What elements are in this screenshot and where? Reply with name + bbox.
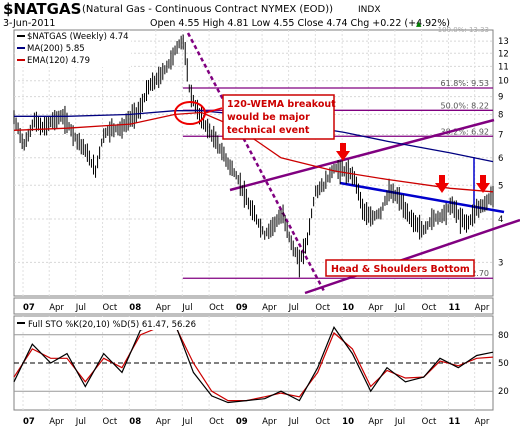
price-tick-label: 13 — [498, 37, 509, 47]
x-axis-main-band — [13, 297, 494, 315]
price-tick-label: 12 — [498, 49, 509, 59]
sto-panel-frame — [13, 315, 494, 411]
legend-ema-swatch — [17, 59, 25, 61]
x-tick-label-bottom: Apr — [368, 417, 383, 427]
arrow-down-icon-3 — [476, 175, 490, 193]
x-tick-label-bottom: Oct — [315, 417, 330, 427]
x-tick-label: 10 — [342, 303, 354, 313]
x-tick-label: 09 — [236, 303, 248, 313]
price-tick-label: 10 — [498, 77, 509, 87]
x-tick-label: Apr — [156, 303, 171, 313]
x-tick-label: Apr — [49, 303, 64, 313]
price-tick-label: 8 — [498, 110, 503, 120]
legend-ma-swatch — [17, 47, 25, 49]
hs-text: Head & Shoulders Bottom — [331, 264, 470, 275]
arrow-down-icon-2 — [435, 175, 449, 193]
breakout-text-3: technical event — [227, 125, 310, 136]
x-tick-label-bottom: 09 — [236, 417, 248, 427]
fib-label: 61.8%: 9.53 — [441, 79, 489, 88]
x-tick-label: Jul — [75, 303, 86, 313]
x-axis-main: 07 Apr Jul Oct 08 Apr Jul Oct 09 Apr Jul Oct 10 Apr Ju… — [23, 303, 490, 313]
price-tick-label: 4 — [498, 215, 503, 225]
sto-k-line — [13, 322, 494, 404]
ohlc-readout: Open 4.55 High 4.81 Low 4.55 Close 4.74 … — [150, 18, 450, 29]
price-tick-label: 5 — [498, 181, 503, 191]
sto-label-bg — [15, 317, 201, 330]
price-tick-label: 11 — [498, 62, 509, 72]
fib-top-label: 100.0%: 13.33 — [438, 26, 489, 34]
x-tick-label: 08 — [129, 303, 141, 313]
exchange-label: INDX — [358, 5, 380, 15]
chart-date: 3-Jun-2011 — [3, 18, 55, 29]
sto-tick-label: 50 — [498, 359, 509, 369]
legend-ma-label: MA(200) 5.85 — [27, 44, 85, 54]
x-tick-label: Oct — [103, 303, 118, 313]
legend-price-swatch — [17, 35, 25, 37]
upper-channel-line — [229, 118, 495, 192]
lower-channel-line — [304, 218, 520, 295]
x-tick-label-bottom: Oct — [209, 417, 224, 427]
x-tick-label: Oct — [209, 303, 224, 313]
x-tick-label: Oct — [422, 303, 437, 313]
x-tick-label-bottom: 11 — [448, 417, 460, 427]
hs-annotation-box — [325, 259, 475, 277]
callout-pointer — [204, 107, 223, 114]
legend-price-label: $NATGAS (Weekly) 4.74 — [27, 32, 129, 42]
sto-grid: 80 50 20 — [14, 316, 509, 410]
price-tick-label: 6 — [498, 154, 503, 164]
x-tick-label-bottom: Oct — [422, 417, 437, 427]
x-tick-label-bottom: 10 — [342, 417, 354, 427]
x-tick-label: 07 — [23, 303, 35, 313]
breakout-text-1: 120-WEMA breakout — [227, 99, 336, 110]
fib-label: 38.2%: 6.92 — [441, 127, 489, 136]
chart-description: (Natural Gas - Continuous Contract NYMEX… — [82, 4, 333, 15]
price-tick-label: 7 — [498, 131, 503, 141]
legend-box — [15, 31, 131, 67]
x-tick-label: Apr — [368, 303, 383, 313]
x-tick-label-bottom: Oct — [103, 417, 118, 427]
x-tick-label: 11 — [448, 303, 460, 313]
price-panel-frame — [13, 29, 494, 297]
x-tick-label-bottom: Jul — [75, 417, 86, 427]
x-tick-label-bottom: Apr — [49, 417, 64, 427]
x-tick-label-bottom: Jul — [181, 417, 192, 427]
sto-label: Full STO %K(20,10) %D(5) 61.47, 56.26 — [28, 320, 196, 330]
up-arrow-icon: ▲ — [416, 20, 422, 28]
price-tick-label: 3 — [498, 258, 503, 268]
breakout-text-2: would be major — [227, 112, 310, 123]
x-tick-label: Jul — [181, 303, 192, 313]
breakout-annotation-box — [222, 94, 335, 140]
x-tick-label: Oct — [315, 303, 330, 313]
x-tick-label: Apr — [262, 303, 277, 313]
price-grid — [14, 30, 493, 296]
x-tick-label-bottom: Jul — [394, 417, 405, 427]
arrow-down-icon-1 — [336, 143, 350, 161]
x-axis-bottom: 07 Apr Jul Oct 08 Apr Jul Oct 09 Apr Jul Oct 10 Apr Ju… — [23, 417, 490, 427]
sto-tick-label: 80 — [498, 331, 509, 341]
legend-ema-label: EMA(120) 4.79 — [27, 56, 90, 66]
x-tick-label: Jul — [394, 303, 405, 313]
sto-tick-label: 20 — [498, 387, 509, 397]
x-tick-label-bottom: Jul — [288, 417, 299, 427]
x-tick-label-bottom: 08 — [129, 417, 141, 427]
price-tick-label: 9 — [498, 93, 503, 103]
price-axis: 13 12 11 10 9 8 7 6 5 4 3 — [498, 37, 509, 268]
x-tick-label: Apr — [475, 303, 490, 313]
x-tick-label-bottom: Apr — [475, 417, 490, 427]
x-tick-label: Jul — [288, 303, 299, 313]
sto-swatch — [17, 322, 25, 324]
x-tick-label-bottom: 07 — [23, 417, 35, 427]
x-tick-label-bottom: Apr — [262, 417, 277, 427]
price-bars — [13, 34, 494, 278]
chart-symbol: $NATGAS — [3, 0, 81, 18]
fib-label: 50.0%: 8.22 — [441, 101, 489, 110]
x-tick-label-bottom: Apr — [156, 417, 171, 427]
